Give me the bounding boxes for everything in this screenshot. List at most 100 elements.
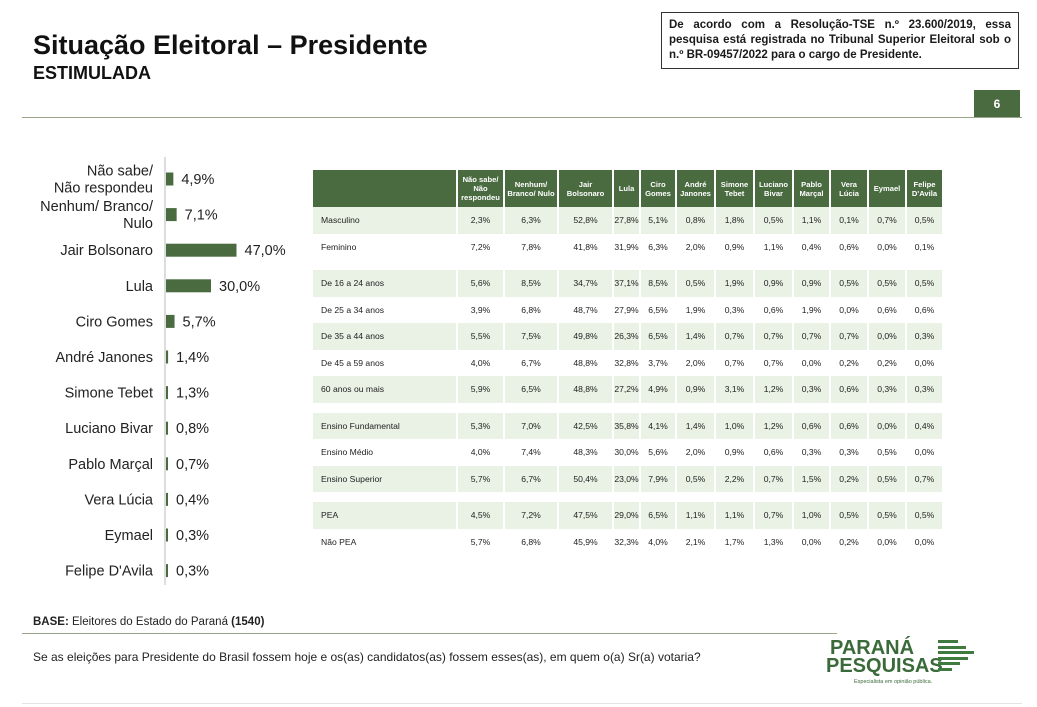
value-label-2: 47,0% — [245, 243, 286, 259]
table-cell: 0,5% — [869, 270, 905, 297]
table-cell: 1,1% — [794, 207, 829, 234]
table-cell: 0,9% — [677, 376, 714, 403]
table-cell: 6,5% — [641, 502, 675, 529]
table-cell: 23,0% — [614, 465, 639, 492]
table-cell: 6,8% — [505, 296, 557, 323]
table-cell: 50,4% — [559, 465, 612, 492]
table-cell: 5,3% — [458, 412, 503, 439]
bar-3 — [166, 279, 211, 293]
table-cell: 0,7% — [794, 323, 829, 350]
column-header-7: Luciano Bivar — [755, 170, 792, 207]
table-cell: 41,8% — [559, 233, 612, 260]
value-label-5: 1,4% — [176, 350, 209, 366]
category-label-6: Simone Tebet — [65, 386, 153, 402]
table-cell: 42,5% — [559, 412, 612, 439]
table-row: De 35 a 44 anos 5,5% 7,5% 49,8% 26,3% 6,5% 1,4… — [313, 323, 942, 350]
table-cell: 0,7% — [716, 323, 753, 350]
table-cell: 0,5% — [831, 502, 867, 529]
row-label: Não PEA — [313, 528, 456, 555]
table-cell: 0,4% — [794, 233, 829, 260]
bar-10 — [166, 528, 168, 542]
table-cell: 0,5% — [907, 502, 942, 529]
category-label-1: Nenhum/ Branco/Nulo — [40, 199, 154, 232]
table-cell: 0,9% — [716, 439, 753, 466]
table-cell: 0,9% — [755, 270, 792, 297]
table-row: Masculino 2,3% 6,3% 52,8% 27,8% 5,1% 0,8% 1,8% 0… — [313, 207, 942, 234]
table-cell: 4,0% — [458, 349, 503, 376]
table-row: Ensino Superior 5,7% 6,7% 50,4% 23,0% 7,9% 0,5… — [313, 465, 942, 492]
category-label-3: Lula — [126, 279, 154, 295]
table-cell: 48,8% — [559, 376, 612, 403]
table-cell: 5,6% — [641, 439, 675, 466]
table-cell: 5,9% — [458, 376, 503, 403]
table-cell: 0,8% — [677, 207, 714, 234]
table-cell: 1,4% — [677, 412, 714, 439]
value-label-4: 5,7% — [183, 314, 216, 330]
table-cell: 0,4% — [907, 412, 942, 439]
row-label: De 16 a 24 anos — [313, 270, 456, 297]
table-cell: 26,3% — [614, 323, 639, 350]
table-header-row: Não sabe/ Não respondeu Nenhum/ Branco/ N… — [313, 170, 942, 207]
table-cell: 4,0% — [641, 528, 675, 555]
column-header-3: Lula — [614, 170, 639, 207]
table-cell: 27,8% — [614, 207, 639, 234]
table-cell: 32,8% — [614, 349, 639, 376]
table-cell: 6,8% — [505, 528, 557, 555]
group-spacer — [313, 260, 942, 270]
value-label-8: 0,7% — [176, 457, 209, 473]
table-cell: 49,8% — [559, 323, 612, 350]
table-cell: 1,1% — [716, 502, 753, 529]
table-cell: 31,9% — [614, 233, 639, 260]
table-cell: 0,1% — [907, 233, 942, 260]
table-cell: 48,8% — [559, 349, 612, 376]
table-cell: 0,6% — [755, 439, 792, 466]
logo-line1: PARANÁ — [830, 637, 915, 659]
table-cell: 0,6% — [831, 412, 867, 439]
table-cell: 35,8% — [614, 412, 639, 439]
group-spacer — [313, 403, 942, 413]
table-cell: 7,5% — [505, 323, 557, 350]
table-cell: 45,9% — [559, 528, 612, 555]
table-cell: 0,6% — [755, 296, 792, 323]
table-row: Ensino Médio 4,0% 7,4% 48,3% 30,0% 5,6% 2,0% 0,… — [313, 439, 942, 466]
table-row: De 25 a 34 anos 3,9% 6,8% 48,7% 27,9% 6,5% 1,9… — [313, 296, 942, 323]
table-cell: 0,0% — [907, 349, 942, 376]
table-cell: 8,5% — [505, 270, 557, 297]
table-row: Não PEA 5,7% 6,8% 45,9% 32,3% 4,0% 2,1% 1,7% 1,3… — [313, 528, 942, 555]
category-label-5: André Janones — [55, 350, 153, 366]
table-cell: 2,0% — [677, 439, 714, 466]
table-cell: 0,2% — [869, 349, 905, 376]
column-header-9: Vera Lúcia — [831, 170, 867, 207]
table-cell: 34,7% — [559, 270, 612, 297]
table-cell: 0,9% — [716, 233, 753, 260]
category-label-9: Vera Lúcia — [84, 492, 153, 508]
table-cell: 1,1% — [677, 502, 714, 529]
logo-tagline: Especialista em opinião pública. — [854, 679, 933, 685]
table-cell: 6,5% — [641, 296, 675, 323]
column-header-4: Ciro Gomes — [641, 170, 675, 207]
table-cell: 0,0% — [869, 528, 905, 555]
logo-stripes-icon — [938, 640, 974, 678]
parana-pesquisas-logo: PARANÁ PESQUISAS Especialista em opinião… — [826, 637, 986, 697]
page-title: Situação Eleitoral – Presidente — [33, 30, 428, 60]
header-divider — [22, 117, 1022, 118]
table-cell: 0,7% — [907, 465, 942, 492]
table-cell: 0,5% — [869, 465, 905, 492]
table-cell: 4,9% — [641, 376, 675, 403]
table-cell: 7,8% — [505, 233, 557, 260]
table-cell: 30,0% — [614, 439, 639, 466]
table-cell: 0,5% — [907, 270, 942, 297]
table-cell: 0,6% — [907, 296, 942, 323]
table-cell: 52,8% — [559, 207, 612, 234]
base-note: BASE: Eleitores do Estado do Paraná (154… — [33, 616, 264, 628]
table-row: 60 anos ou mais 5,9% 6,5% 48,8% 27,2% 4,9% 0,9… — [313, 376, 942, 403]
table-cell: 5,7% — [458, 465, 503, 492]
table-cell: 7,9% — [641, 465, 675, 492]
table-cell: 1,1% — [755, 233, 792, 260]
row-label: De 35 a 44 anos — [313, 323, 456, 350]
table-cell: 0,3% — [831, 439, 867, 466]
table-cell: 2,0% — [677, 233, 714, 260]
table-cell: 0,7% — [755, 502, 792, 529]
table-cell: 3,7% — [641, 349, 675, 376]
table-cell: 7,0% — [505, 412, 557, 439]
